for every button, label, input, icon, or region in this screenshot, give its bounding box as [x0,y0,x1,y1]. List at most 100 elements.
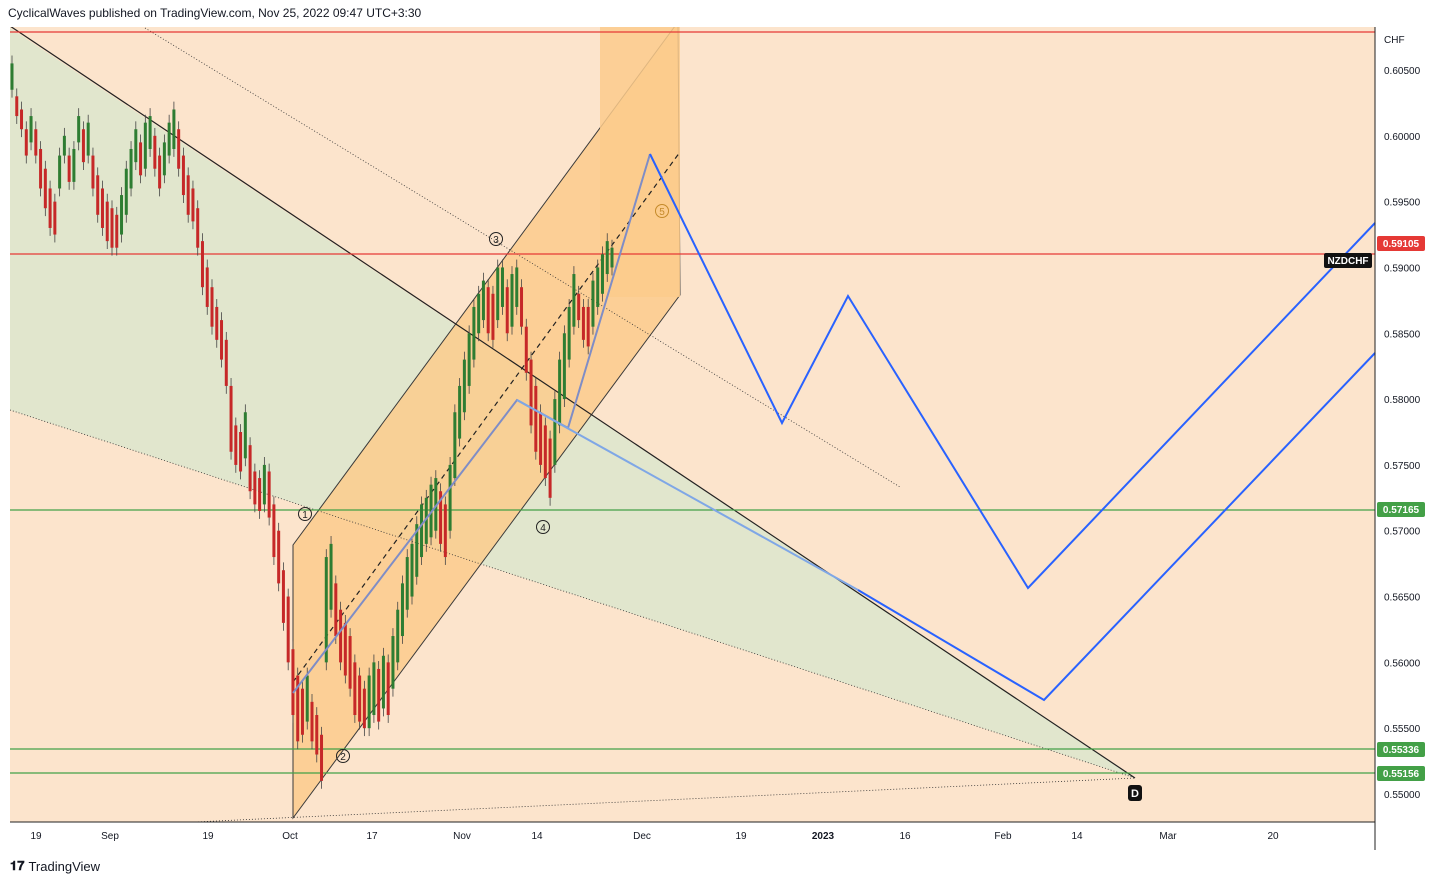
candle-body [520,287,524,327]
candle-body [258,478,262,511]
candle-body [415,524,419,577]
point-d-label: D [1131,788,1139,800]
candle-body [234,425,238,465]
svg-text:NZDCHF: NZDCHF [1327,256,1368,267]
y-tick-label: 0.57500 [1384,461,1421,472]
candle-body [453,412,457,479]
candle-body [148,116,152,149]
candle-body [129,148,133,189]
y-tick-label: 0.60500 [1384,66,1421,77]
candle-body [358,675,362,722]
candle-body [29,116,33,143]
axis-currency: CHF [1384,35,1405,46]
candle-body [210,287,214,327]
candle-body [477,293,481,334]
candle-body [472,306,476,360]
candle-body [281,570,285,623]
candle-body [262,464,266,505]
x-tick-label: 17 [366,831,378,842]
x-tick-label: 14 [1071,831,1083,842]
candle-body [72,148,76,182]
y-tick-label: 0.57000 [1384,527,1421,538]
candle-body [505,287,509,334]
candle-body [172,109,176,149]
tradingview-logo-text: TradingView [28,858,101,874]
candle-body [186,175,190,215]
y-tick-label: 0.55000 [1384,790,1421,801]
candle-body [391,636,395,689]
x-axis-ticks: 19 Sep 19 Oct 17 Nov 14 Dec 19 2023 16 Feb 14 Mar 20 [30,831,1279,842]
candle-body [400,583,404,637]
y-tick-label: 0.56500 [1384,593,1421,604]
candle-body [77,116,81,143]
candle-body [177,129,181,169]
candle-body [315,715,319,755]
x-tick-label: 19 [735,831,747,842]
candle-body [48,188,52,228]
point-d-badge [1128,785,1142,801]
svg-text:0.55336: 0.55336 [1383,745,1420,756]
candle-body [534,385,538,452]
candle-body [515,267,519,307]
x-tick-label: Oct [282,831,298,842]
candle-body [562,333,566,400]
candle-body [496,267,500,321]
y-tick-label: 0.58500 [1384,329,1421,340]
candle-body [324,557,328,663]
candle-body [305,675,309,722]
price-tag-0-55156: 0.55156 [1377,766,1425,781]
candle-body [610,247,614,268]
x-tick-label: 19 [202,831,214,842]
x-tick-label: 2023 [812,831,835,842]
wave-label-3: 3 [489,232,503,246]
candle-body [443,504,447,558]
candle-body [367,675,371,729]
y-axis-ticks: 0.60500 0.60000 0.59500 0.59000 0.58500 0.580… [1384,66,1421,801]
x-tick-label: Feb [994,831,1012,842]
candle-body [191,188,195,222]
symbol-tag: NZDCHF [1324,253,1372,268]
tradingview-footer[interactable]: 𝟏𝟕 TradingView [10,858,100,874]
candle-body [96,175,100,215]
candle-body [377,668,381,722]
candle-body [143,122,147,169]
svg-text:0.57165: 0.57165 [1383,505,1420,516]
candle-body [167,122,171,156]
candle-body [153,135,157,169]
candle-body [62,135,66,156]
candle-body [100,188,104,228]
candle-body [524,326,528,373]
wave-label-2: 2 [336,749,350,763]
candle-body [267,471,271,518]
candle-body [500,267,504,307]
candle-body [548,438,552,498]
y-tick-label: 0.60000 [1384,132,1421,143]
y-tick-label: 0.58000 [1384,395,1421,406]
candle-body [215,306,219,340]
candle-body [105,201,109,242]
candle-body [158,155,162,189]
candle-body [486,287,490,334]
candle-body [10,63,14,90]
x-tick-label: Nov [453,831,471,842]
candle-body [405,557,409,610]
candle-body [310,701,314,742]
candle-body [224,339,228,386]
candle-body [581,306,585,340]
candle-body [39,148,43,189]
price-tag-0-57165: 0.57165 [1377,502,1425,517]
candle-body [286,596,290,663]
publisher-header: CyclicalWaves published on TradingView.c… [8,6,422,20]
candle-body [110,208,114,248]
x-tick-label: Mar [1159,831,1177,842]
candle-body [300,688,304,735]
candle-body [134,129,138,163]
projection-path-secondary [857,352,1376,702]
candle-body [320,734,324,781]
candle-body [381,655,385,709]
svg-text:2: 2 [340,752,346,763]
svg-text:3: 3 [493,235,499,246]
candle-body [272,504,276,558]
candle-body [600,254,604,294]
